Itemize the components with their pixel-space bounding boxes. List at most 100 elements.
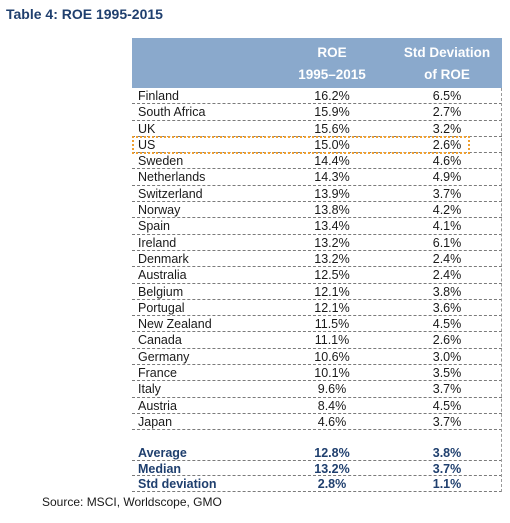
table-row: Norway 13.8% 4.2% (132, 202, 502, 219)
summary-std: 1.1% (432, 477, 462, 492)
table-row: Finland 16.2% 6.5% (132, 88, 502, 105)
cell-std: 3.2% (432, 121, 462, 136)
cell-country: Austria (138, 398, 177, 413)
header-std-line2: of ROE (424, 67, 470, 82)
table-summary: Average 12.8% 3.8% Median 13.2% 3.7% Std devia… (132, 445, 502, 492)
cell-country: Spain (138, 219, 170, 234)
summary-roe: 13.2% (314, 461, 350, 476)
cell-country: Denmark (138, 251, 189, 266)
cell-country: Italy (138, 382, 161, 397)
summary-row: Median 13.2% 3.7% (132, 461, 502, 477)
table-row: New Zealand 11.5% 4.5% (132, 316, 502, 333)
cell-roe: 15.0% (314, 137, 350, 152)
cell-country: Belgium (138, 284, 184, 299)
cell-roe: 12.1% (314, 284, 350, 299)
cell-roe: 15.6% (314, 121, 350, 136)
table-row: Germany 10.6% 3.0% (132, 349, 502, 366)
cell-country: Switzerland (138, 186, 203, 201)
cell-roe: 13.2% (314, 235, 350, 250)
summary-row: Average 12.8% 3.8% (132, 445, 502, 461)
header-roe-line1: ROE (317, 45, 347, 60)
table-row: Portugal 12.1% 3.6% (132, 300, 502, 317)
table-row: Canada 11.1% 2.6% (132, 332, 502, 349)
cell-std: 3.7% (432, 382, 462, 397)
cell-std: 4.1% (432, 219, 462, 234)
summary-gap (132, 430, 502, 445)
table-header: ROE 1995–2015 Std Deviation of ROE (132, 38, 502, 88)
summary-std: 3.8% (432, 446, 462, 461)
cell-roe: 11.1% (314, 333, 350, 348)
table-row: Netherlands 14.3% 4.9% (132, 169, 502, 186)
cell-std: 2.6% (432, 333, 462, 348)
cell-std: 4.9% (432, 170, 462, 185)
table-row: Sweden 14.4% 4.6% (132, 153, 502, 170)
cell-country: South Africa (138, 105, 206, 120)
table-title: Table 4: ROE 1995-2015 (6, 6, 163, 22)
cell-country: Ireland (138, 235, 177, 250)
cell-std: 3.7% (432, 414, 462, 429)
cell-std: 3.5% (432, 366, 462, 381)
cell-roe: 13.9% (314, 186, 350, 201)
cell-country: Germany (138, 349, 190, 364)
table-row: Austria 8.4% 4.5% (132, 398, 502, 414)
cell-roe: 10.6% (314, 349, 350, 364)
cell-std: 4.6% (432, 154, 462, 169)
table-row: Switzerland 13.9% 3.7% (132, 186, 502, 203)
summary-row: Std deviation 2.8% 1.1% (132, 476, 502, 492)
source-note: Source: MSCI, Worldscope, GMO (42, 495, 222, 509)
cell-roe: 11.5% (314, 317, 350, 332)
cell-std: 4.2% (432, 203, 462, 218)
table-body: Finland 16.2% 6.5% South Africa 15.9% 2.7% UK 1… (132, 88, 502, 431)
cell-roe: 14.3% (314, 170, 350, 185)
cell-roe: 10.1% (314, 366, 350, 381)
cell-country: US (138, 137, 156, 152)
cell-country: France (138, 366, 177, 381)
header-roe-line2: 1995–2015 (298, 67, 366, 82)
cell-std: 4.5% (432, 317, 462, 332)
cell-std: 3.0% (432, 349, 462, 364)
header-std-line1: Std Deviation (403, 45, 491, 60)
cell-std: 2.4% (432, 251, 462, 266)
cell-roe: 8.4% (317, 398, 347, 413)
cell-std: 3.8% (432, 284, 462, 299)
right-border (501, 88, 502, 492)
table-row: Italy 9.6% 3.7% (132, 381, 502, 398)
cell-std: 3.6% (432, 300, 462, 315)
summary-roe: 2.8% (317, 477, 347, 492)
cell-country: Japan (138, 414, 173, 429)
cell-roe: 9.6% (317, 382, 347, 397)
table-row: Australia 12.5% 2.4% (132, 267, 502, 284)
table-row: South Africa 15.9% 2.7% (132, 104, 502, 121)
table-row: Spain 13.4% 4.1% (132, 218, 502, 235)
cell-std: 6.5% (432, 89, 462, 103)
cell-std: 4.5% (432, 398, 462, 413)
cell-roe: 13.4% (314, 219, 350, 234)
header-std: Std Deviation of ROE (392, 42, 502, 86)
cell-country: Norway (138, 203, 181, 218)
cell-roe: 14.4% (314, 154, 350, 169)
cell-std: 2.4% (432, 268, 462, 283)
table-row: US 15.0% 2.6% (132, 135, 502, 154)
cell-country: Sweden (138, 154, 184, 169)
roe-table: ROE 1995–2015 Std Deviation of ROE Finla… (132, 38, 502, 492)
table-row: France 10.1% 3.5% (132, 365, 502, 382)
cell-roe: 4.6% (317, 414, 347, 429)
cell-country: Australia (138, 268, 187, 283)
summary-label: Std deviation (138, 477, 217, 492)
cell-country: Finland (138, 89, 179, 103)
table-row: Belgium 12.1% 3.8% (132, 284, 502, 300)
cell-std: 6.1% (432, 235, 462, 250)
cell-country: Canada (138, 333, 182, 348)
cell-roe: 16.2% (314, 89, 350, 103)
table-row: UK 15.6% 3.2% (132, 121, 502, 137)
cell-roe: 12.5% (314, 268, 350, 283)
summary-label: Average (138, 446, 187, 461)
header-roe: ROE 1995–2015 (272, 42, 392, 86)
table-row: Japan 4.6% 3.7% (132, 414, 502, 431)
summary-std: 3.7% (432, 461, 462, 476)
cell-country: Netherlands (138, 170, 206, 185)
cell-roe: 15.9% (314, 105, 350, 120)
table-row: Ireland 13.2% 6.1% (132, 235, 502, 251)
cell-roe: 13.8% (314, 203, 350, 218)
cell-country: UK (138, 121, 156, 136)
